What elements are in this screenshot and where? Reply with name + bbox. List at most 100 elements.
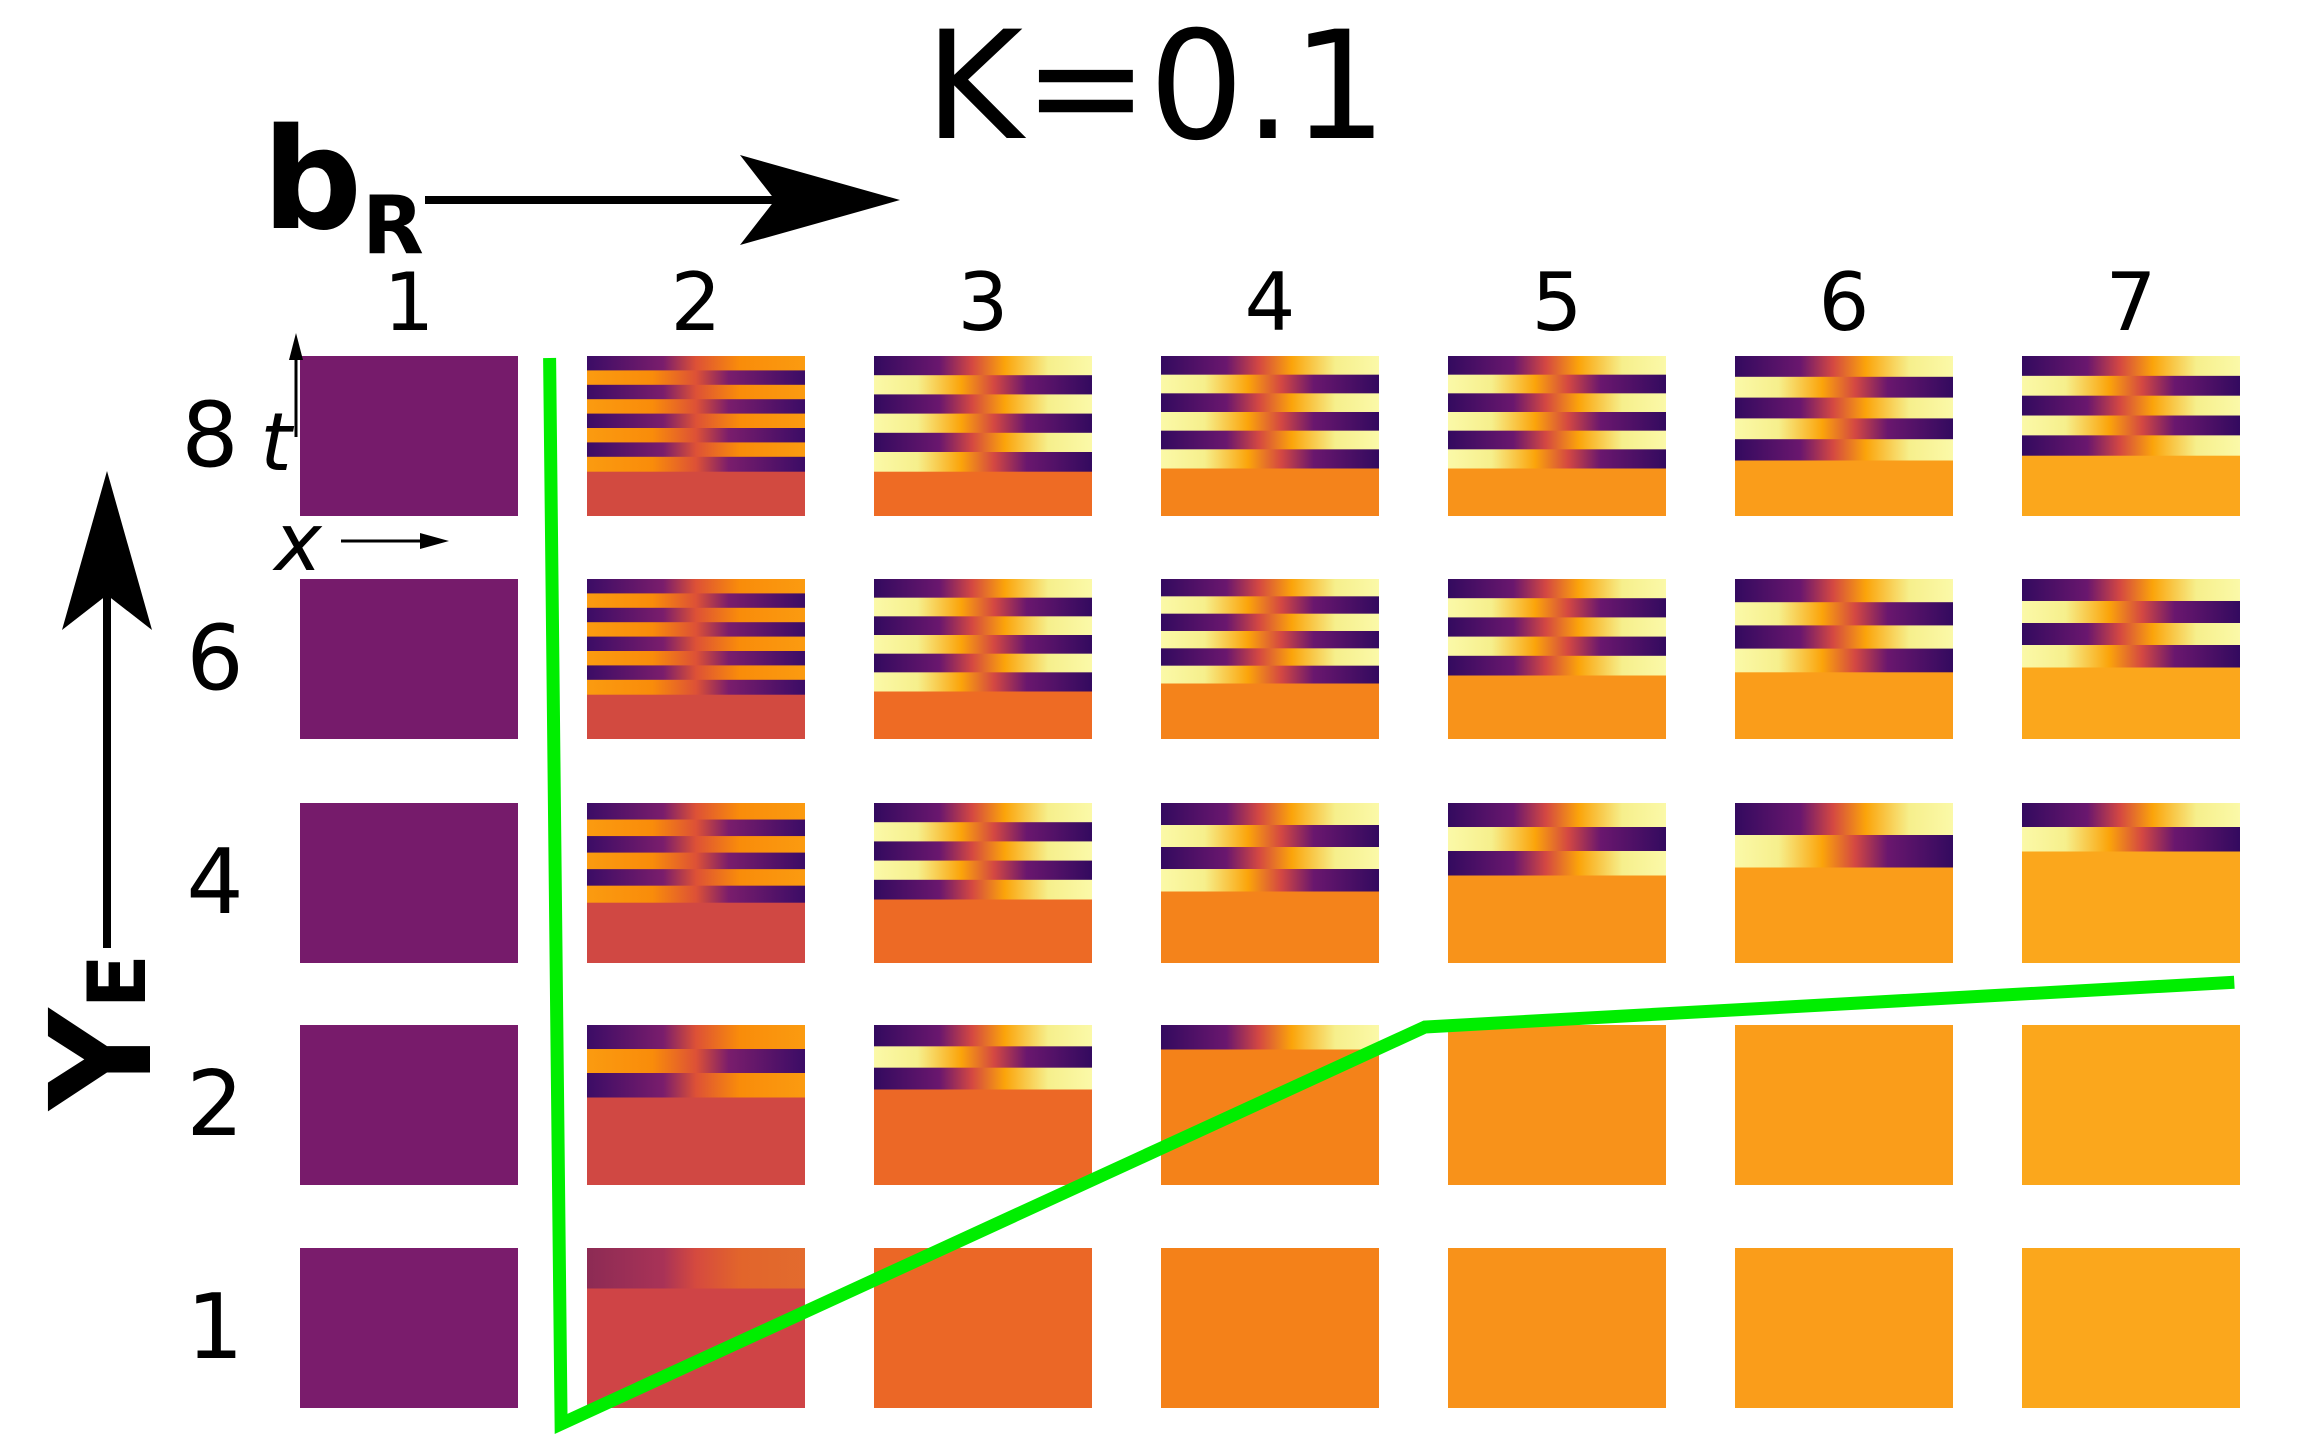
x-tick-label: 3	[958, 256, 1009, 349]
oscillation-band	[1448, 393, 1666, 413]
x-axis-label: bR	[262, 99, 424, 272]
oscillation-band	[1448, 617, 1666, 638]
heatmap-cell	[874, 1025, 1092, 1185]
cell-background	[300, 803, 518, 963]
oscillation-band	[874, 432, 1092, 453]
oscillation-band	[1161, 449, 1379, 469]
oscillation-band	[587, 456, 805, 472]
oscillation-band	[587, 442, 805, 458]
oscillation-band	[874, 579, 1092, 599]
oscillation-band	[587, 1248, 805, 1289]
oscillation-band	[874, 653, 1092, 673]
y-tick-label: 4	[186, 830, 243, 935]
oscillation-band	[587, 579, 805, 594]
cell-background	[1735, 1248, 1953, 1408]
oscillation-band	[1161, 825, 1379, 848]
y-tick-labels: 8 6 4 2 1	[181, 383, 243, 1380]
x-tick-label: 4	[1245, 256, 1296, 349]
oscillation-band	[1735, 439, 1953, 461]
y-axis-label: YE	[21, 954, 184, 1112]
oscillation-band	[874, 597, 1092, 617]
oscillation-band	[587, 413, 805, 429]
oscillation-band	[1448, 374, 1666, 394]
oscillation-band	[2022, 803, 2240, 828]
oscillation-band	[1161, 803, 1379, 826]
heatmap-cell	[874, 803, 1092, 963]
heatmap-cell	[1448, 356, 1666, 516]
heatmap-cell	[874, 356, 1092, 516]
cell-background	[1448, 1025, 1666, 1185]
oscillation-band	[1161, 631, 1379, 649]
oscillation-band	[1161, 393, 1379, 413]
oscillation-band	[587, 1049, 805, 1074]
oscillation-band	[1735, 418, 1953, 440]
heatmap-cell	[1448, 1025, 1666, 1185]
heatmap-cell	[1161, 579, 1379, 739]
heatmap-cell	[587, 803, 805, 963]
oscillation-band	[1735, 835, 1953, 868]
oscillation-band	[874, 672, 1092, 692]
oscillation-band	[587, 384, 805, 400]
oscillation-band	[874, 635, 1092, 655]
heatmap-cell	[1161, 356, 1379, 516]
oscillation-band	[587, 885, 805, 903]
oscillation-band	[587, 665, 805, 681]
oscillation-band	[1161, 356, 1379, 376]
cell-background	[1161, 1248, 1379, 1408]
oscillation-band	[1735, 803, 1953, 836]
oscillation-band	[874, 803, 1092, 823]
oscillation-band	[1161, 847, 1379, 870]
oscillation-band	[587, 399, 805, 415]
oscillation-band	[874, 1025, 1092, 1047]
oscillation-band	[587, 819, 805, 837]
heatmap-cell	[1161, 803, 1379, 963]
oscillation-band	[1448, 636, 1666, 657]
inset-axes: t x	[260, 333, 449, 589]
oscillation-band	[1448, 579, 1666, 599]
cell-background	[874, 1248, 1092, 1408]
inset-x-label: x	[271, 496, 323, 589]
oscillation-band	[1161, 648, 1379, 667]
oscillation-band	[1448, 412, 1666, 432]
oscillation-band	[587, 852, 805, 870]
oscillation-band	[1448, 430, 1666, 450]
oscillation-band	[587, 636, 805, 652]
heatmap-cell	[1735, 1248, 1953, 1408]
oscillation-band	[874, 1067, 1092, 1090]
oscillation-band	[1161, 613, 1379, 632]
heatmap-cell	[2022, 579, 2240, 739]
oscillation-band	[1161, 1025, 1379, 1050]
x-tick-labels: 1 2 3 4 5 6 7	[384, 256, 2157, 349]
oscillation-band	[874, 879, 1092, 900]
cell-background	[1448, 1248, 1666, 1408]
oscillation-band	[874, 616, 1092, 636]
heatmap-cell	[1735, 803, 1953, 963]
x-tick-label: 1	[384, 256, 435, 349]
y-tick-label: 2	[186, 1052, 243, 1157]
oscillation-band	[587, 651, 805, 666]
cell-background	[2022, 1248, 2240, 1408]
heatmap-cell	[1448, 579, 1666, 739]
oscillation-band	[587, 869, 805, 887]
heatmap-cell	[1735, 1025, 1953, 1185]
heatmap-cell	[300, 803, 518, 963]
oscillation-band	[1448, 598, 1666, 618]
heatmap-cell	[587, 1025, 805, 1185]
oscillation-band	[874, 394, 1092, 415]
oscillation-band	[2022, 375, 2240, 397]
oscillation-band	[1161, 579, 1379, 597]
oscillation-band	[1448, 449, 1666, 469]
oscillation-band	[874, 860, 1092, 881]
x-tick-label: 6	[1819, 256, 1870, 349]
oscillation-band	[1735, 625, 1953, 650]
oscillation-band	[587, 803, 805, 821]
x-tick-label: 5	[1532, 256, 1583, 349]
oscillation-band	[587, 1025, 805, 1050]
oscillation-band	[2022, 415, 2240, 436]
oscillation-band	[587, 428, 805, 443]
oscillation-band	[874, 375, 1092, 395]
oscillation-band	[1735, 397, 1953, 419]
oscillation-band	[1161, 430, 1379, 450]
oscillation-band	[874, 841, 1092, 862]
